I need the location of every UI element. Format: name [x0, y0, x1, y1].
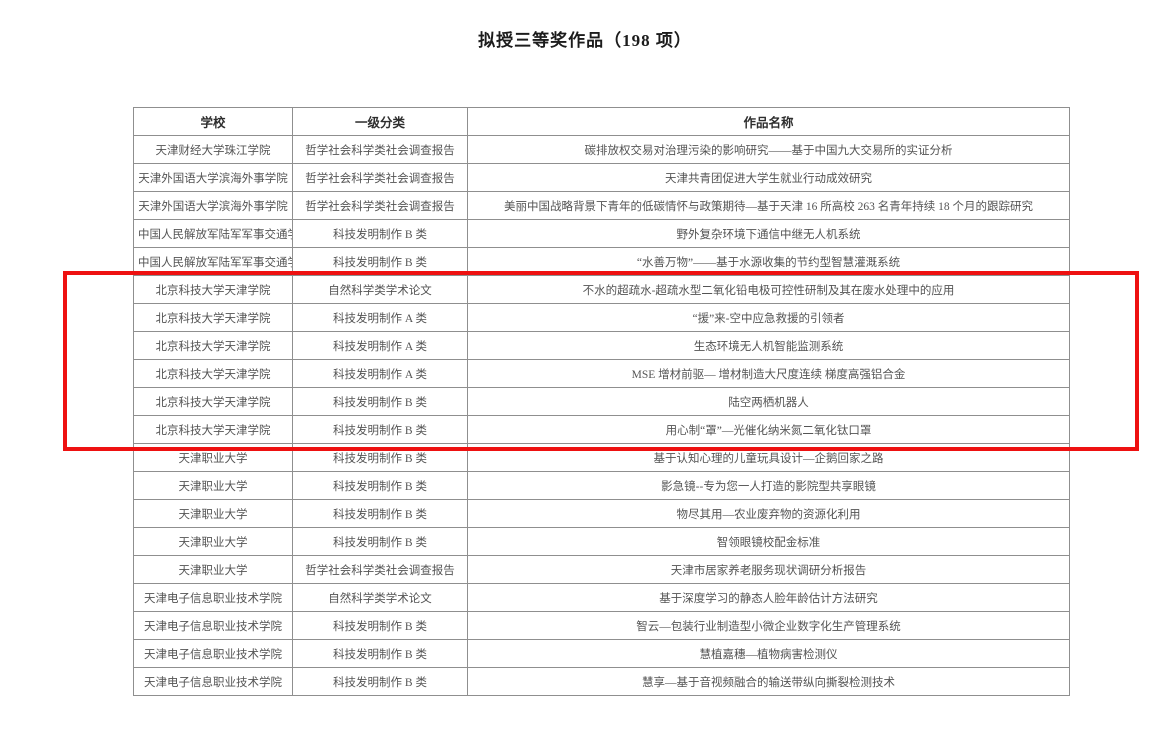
cell-category: 科技发明制作 B 类	[292, 667, 468, 696]
cell-category: 科技发明制作 B 类	[292, 219, 468, 248]
cell-school: 天津职业大学	[133, 471, 293, 500]
table-row-highlighted: 北京科技大学天津学院 科技发明制作 A 类 MSE 增材前驱— 增材制造大尺度连…	[133, 359, 1070, 388]
cell-school: 天津电子信息职业技术学院	[133, 583, 293, 612]
cell-category: 自然科学类学术论文	[292, 583, 468, 612]
cell-school: 天津职业大学	[133, 555, 293, 584]
table-row: 天津电子信息职业技术学院 自然科学类学术论文 基于深度学习的静态人脸年龄估计方法…	[133, 583, 1070, 612]
cell-school: 天津职业大学	[133, 527, 293, 556]
cell-work: 天津市居家养老服务现状调研分析报告	[467, 555, 1070, 584]
cell-category: 科技发明制作 B 类	[292, 639, 468, 668]
cell-category: 科技发明制作 B 类	[292, 247, 468, 276]
cell-school: 北京科技大学天津学院	[133, 331, 293, 360]
cell-category: 自然科学类学术论文	[292, 275, 468, 304]
cell-category: 哲学社会科学类社会调查报告	[292, 163, 468, 192]
cell-work: 物尽其用—农业废弃物的资源化利用	[467, 499, 1070, 528]
cell-school: 北京科技大学天津学院	[133, 275, 293, 304]
cell-category: 科技发明制作 A 类	[292, 331, 468, 360]
cell-category: 科技发明制作 A 类	[292, 303, 468, 332]
cell-school: 中国人民解放军陆军军事交通学院	[133, 247, 293, 276]
cell-work: 基于认知心理的儿童玩具设计—企鹅回家之路	[467, 443, 1070, 472]
cell-work: 慧植嘉穗—植物病害检测仪	[467, 639, 1070, 668]
cell-category: 科技发明制作 B 类	[292, 527, 468, 556]
cell-school: 北京科技大学天津学院	[133, 359, 293, 388]
cell-work: 不水的超疏水-超疏水型二氧化铅电极可控性研制及其在废水处理中的应用	[467, 275, 1070, 304]
cell-school: 中国人民解放军陆军军事交通学院	[133, 219, 293, 248]
cell-school: 北京科技大学天津学院	[133, 415, 293, 444]
table-row: 天津职业大学 科技发明制作 B 类 物尽其用—农业废弃物的资源化利用	[133, 499, 1070, 528]
table-row-highlighted: 北京科技大学天津学院 科技发明制作 B 类 陆空两栖机器人	[133, 387, 1070, 416]
header-school: 学校	[133, 107, 293, 136]
table-row: 天津财经大学珠江学院 哲学社会科学类社会调查报告 碳排放权交易对治理污染的影响研…	[133, 135, 1070, 164]
cell-school: 天津外国语大学滨海外事学院	[133, 191, 293, 220]
cell-category: 科技发明制作 B 类	[292, 499, 468, 528]
cell-work: 生态环境无人机智能监测系统	[467, 331, 1070, 360]
header-category: 一级分类	[292, 107, 468, 136]
cell-category: 科技发明制作 A 类	[292, 359, 468, 388]
table-row: 天津电子信息职业技术学院 科技发明制作 B 类 慧享—基于音视频融合的输送带纵向…	[133, 667, 1070, 696]
table-row: 中国人民解放军陆军军事交通学院 科技发明制作 B 类 “水善万物”——基于水源收…	[133, 247, 1070, 276]
table-row: 天津电子信息职业技术学院 科技发明制作 B 类 智云—包装行业制造型小微企业数字…	[133, 611, 1070, 640]
table-row: 天津外国语大学滨海外事学院 哲学社会科学类社会调查报告 天津共青团促进大学生就业…	[133, 163, 1070, 192]
cell-category: 科技发明制作 B 类	[292, 443, 468, 472]
table-row: 中国人民解放军陆军军事交通学院 科技发明制作 B 类 野外复杂环境下通信中继无人…	[133, 219, 1070, 248]
cell-work: 陆空两栖机器人	[467, 387, 1070, 416]
cell-category: 哲学社会科学类社会调查报告	[292, 191, 468, 220]
cell-category: 科技发明制作 B 类	[292, 415, 468, 444]
table-row: 天津职业大学 哲学社会科学类社会调查报告 天津市居家养老服务现状调研分析报告	[133, 555, 1070, 584]
cell-work: “援”来-空中应急救援的引领者	[467, 303, 1070, 332]
table-row: 天津外国语大学滨海外事学院 哲学社会科学类社会调查报告 美丽中国战略背景下青年的…	[133, 191, 1070, 220]
cell-school: 天津职业大学	[133, 443, 293, 472]
cell-work: 基于深度学习的静态人脸年龄估计方法研究	[467, 583, 1070, 612]
cell-work: 野外复杂环境下通信中继无人机系统	[467, 219, 1070, 248]
table-row-highlighted: 北京科技大学天津学院 科技发明制作 A 类 “援”来-空中应急救援的引领者	[133, 303, 1070, 332]
cell-work: 碳排放权交易对治理污染的影响研究——基于中国九大交易所的实证分析	[467, 135, 1070, 164]
cell-work: MSE 增材前驱— 增材制造大尺度连续 梯度高强铝合金	[467, 359, 1070, 388]
table-row: 天津职业大学 科技发明制作 B 类 基于认知心理的儿童玩具设计—企鹅回家之路	[133, 443, 1070, 472]
table-row-highlighted: 北京科技大学天津学院 科技发明制作 A 类 生态环境无人机智能监测系统	[133, 331, 1070, 360]
cell-school: 北京科技大学天津学院	[133, 387, 293, 416]
table-row: 天津职业大学 科技发明制作 B 类 智领眼镜校配金标准	[133, 527, 1070, 556]
table-header-row: 学校 一级分类 作品名称	[133, 107, 1070, 136]
cell-category: 科技发明制作 B 类	[292, 387, 468, 416]
cell-school: 天津财经大学珠江学院	[133, 135, 293, 164]
page-title: 拟授三等奖作品（198 项）	[478, 31, 692, 50]
cell-category: 哲学社会科学类社会调查报告	[292, 555, 468, 584]
cell-work: 影急镜--专为您一人打造的影院型共享眼镜	[467, 471, 1070, 500]
cell-category: 科技发明制作 B 类	[292, 471, 468, 500]
cell-school: 天津外国语大学滨海外事学院	[133, 163, 293, 192]
cell-work: “水善万物”——基于水源收集的节约型智慧灌溉系统	[467, 247, 1070, 276]
table-row: 天津电子信息职业技术学院 科技发明制作 B 类 慧植嘉穗—植物病害检测仪	[133, 639, 1070, 668]
cell-category: 哲学社会科学类社会调查报告	[292, 135, 468, 164]
cell-work: 用心制“罩”—光催化纳米氮二氧化钛口罩	[467, 415, 1070, 444]
table-row-highlighted: 北京科技大学天津学院 科技发明制作 B 类 用心制“罩”—光催化纳米氮二氧化钛口…	[133, 415, 1070, 444]
awards-table: 学校 一级分类 作品名称 天津财经大学珠江学院 哲学社会科学类社会调查报告 碳排…	[133, 107, 1070, 696]
cell-work: 智云—包装行业制造型小微企业数字化生产管理系统	[467, 611, 1070, 640]
cell-school: 天津电子信息职业技术学院	[133, 667, 293, 696]
table-row-highlighted: 北京科技大学天津学院 自然科学类学术论文 不水的超疏水-超疏水型二氧化铅电极可控…	[133, 275, 1070, 304]
header-work: 作品名称	[467, 107, 1070, 136]
cell-category: 科技发明制作 B 类	[292, 611, 468, 640]
cell-school: 北京科技大学天津学院	[133, 303, 293, 332]
cell-work: 天津共青团促进大学生就业行动成效研究	[467, 163, 1070, 192]
cell-school: 天津电子信息职业技术学院	[133, 639, 293, 668]
cell-work: 慧享—基于音视频融合的输送带纵向撕裂检测技术	[467, 667, 1070, 696]
cell-work: 智领眼镜校配金标准	[467, 527, 1070, 556]
cell-school: 天津职业大学	[133, 499, 293, 528]
table-row: 天津职业大学 科技发明制作 B 类 影急镜--专为您一人打造的影院型共享眼镜	[133, 471, 1070, 500]
cell-school: 天津电子信息职业技术学院	[133, 611, 293, 640]
cell-work: 美丽中国战略背景下青年的低碳情怀与政策期待—基于天津 16 所高校 263 名青…	[467, 191, 1070, 220]
